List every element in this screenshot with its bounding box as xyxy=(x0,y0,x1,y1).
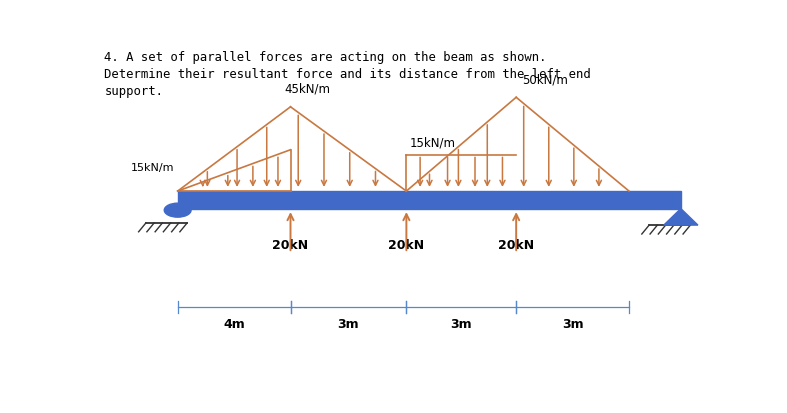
Polygon shape xyxy=(663,209,698,225)
Text: 20kN: 20kN xyxy=(388,239,424,252)
Text: 3m: 3m xyxy=(562,318,583,331)
Text: 4. A set of parallel forces are acting on the beam as shown.
Determine their res: 4. A set of parallel forces are acting o… xyxy=(105,51,591,98)
Text: 20kN: 20kN xyxy=(498,239,534,252)
Text: 20kN: 20kN xyxy=(272,239,309,252)
Text: 3m: 3m xyxy=(450,318,472,331)
Text: 15kN/m: 15kN/m xyxy=(131,163,175,173)
Text: 4m: 4m xyxy=(224,318,245,331)
Text: 3m: 3m xyxy=(338,318,359,331)
Text: 15kN/m: 15kN/m xyxy=(409,137,456,150)
Text: 45kN/m: 45kN/m xyxy=(284,83,331,96)
Text: 50kN/m: 50kN/m xyxy=(523,73,568,86)
Circle shape xyxy=(164,203,191,217)
Bar xyxy=(178,191,681,209)
